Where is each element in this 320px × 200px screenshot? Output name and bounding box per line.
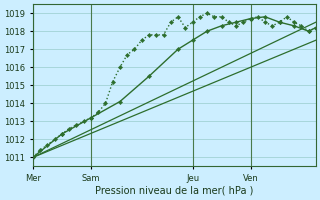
X-axis label: Pression niveau de la mer( hPa ): Pression niveau de la mer( hPa ) [95, 186, 253, 196]
